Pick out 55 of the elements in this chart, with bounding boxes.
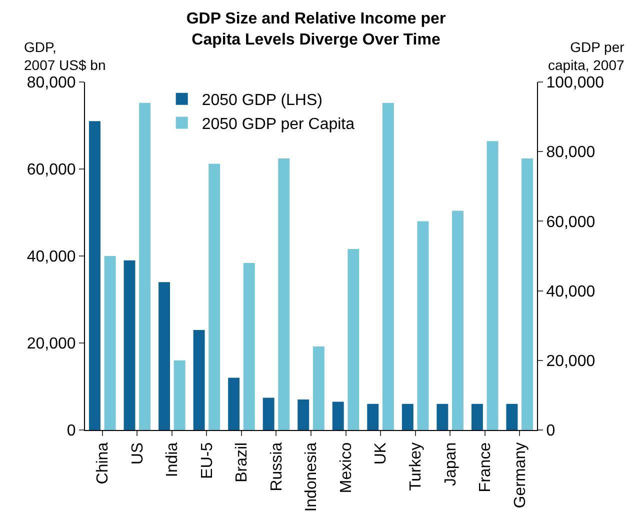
x-tick-label: Russia: [268, 442, 286, 492]
x-tick-label: Brazil: [234, 442, 251, 482]
bar: [139, 102, 151, 430]
y2-axis-title: GDP per capita, 2007: [548, 39, 625, 74]
y2-tick-label: 100,000: [546, 74, 604, 92]
y-tick-label: 20,000: [26, 336, 76, 353]
bar: [278, 158, 290, 430]
y-tick-label: 0: [66, 422, 76, 440]
bar: [348, 249, 360, 430]
bar: [506, 404, 518, 430]
bar: [228, 378, 240, 430]
bar: [367, 404, 379, 430]
bar: [262, 398, 274, 430]
legend-label: 2050 GDP (LHS): [202, 92, 322, 110]
bar: [298, 400, 310, 430]
bar: [402, 404, 414, 430]
bar: [104, 256, 116, 430]
x-tick-label: Turkey: [408, 442, 425, 491]
y2-tick-label: 0: [546, 422, 556, 440]
x-tick-label: Japan: [442, 442, 460, 486]
chart-title: GDP Size and Relative Income per Capita Levels Diverge Over Time: [186, 10, 446, 48]
x-tick-label: Indonesia: [303, 442, 320, 512]
x-tick-label: UK: [372, 442, 390, 465]
bar: [382, 102, 394, 430]
x-tick-label: China: [94, 442, 112, 484]
bar: [522, 158, 533, 430]
y-tick-label: 80,000: [26, 74, 76, 92]
x-tick-label: France: [477, 442, 494, 492]
bar: [193, 330, 205, 430]
bar: [124, 260, 136, 430]
bar: [417, 221, 429, 430]
bar: [452, 210, 464, 430]
bar: [332, 402, 344, 430]
x-tick-label: EU-5: [198, 442, 216, 479]
bar: [243, 262, 255, 430]
bar: [471, 404, 483, 430]
y-tick-label: 60,000: [26, 162, 76, 179]
y2-tick-label: 60,000: [546, 214, 596, 231]
y2-tick-label: 20,000: [546, 353, 596, 370]
y-tick-label: 40,000: [26, 248, 76, 266]
bar: [208, 164, 220, 430]
x-tick-label: Germany: [512, 442, 529, 508]
bar: [158, 282, 170, 430]
x-tick-label: US: [129, 442, 146, 465]
y2-tick-label: 80,000: [546, 144, 596, 162]
x-tick-label: India: [164, 442, 182, 478]
bar: [89, 121, 100, 430]
x-tick-label: Mexico: [338, 442, 355, 494]
bar: [174, 360, 186, 430]
bar: [436, 404, 448, 430]
bar: [312, 346, 324, 430]
bar: [486, 141, 498, 430]
y-axis-title: GDP, 2007 US$ bn: [24, 39, 106, 74]
legend-label: 2050 GDP per Capita: [202, 116, 355, 133]
y2-tick-label: 40,000: [546, 283, 596, 300]
